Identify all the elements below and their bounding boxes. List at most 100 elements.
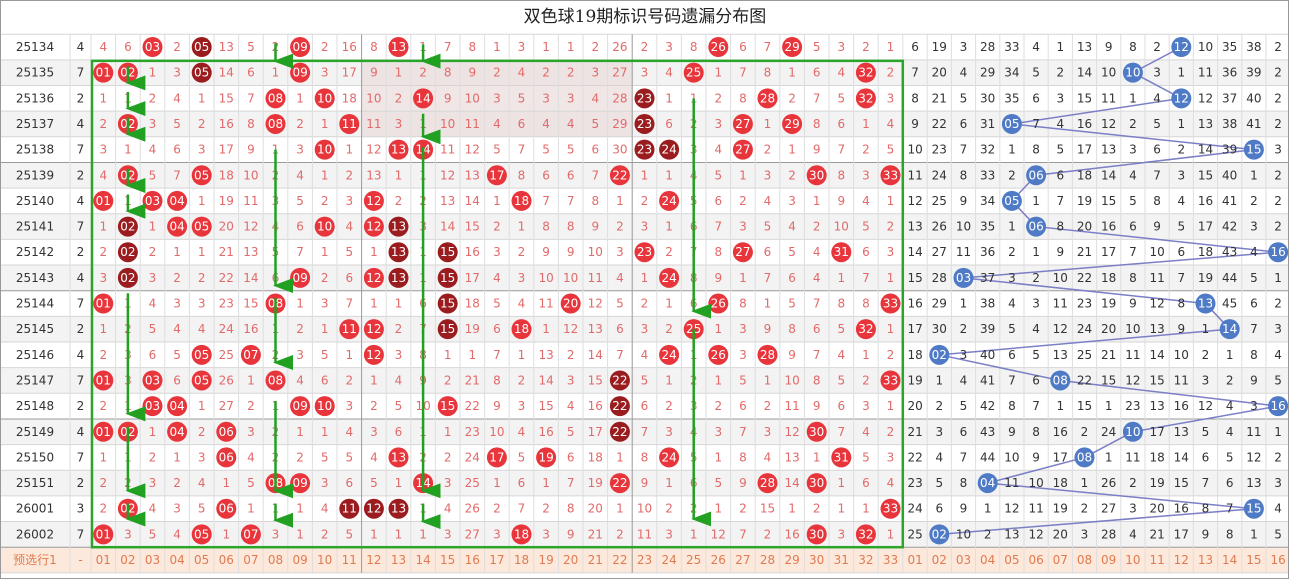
ball-number: 05	[194, 40, 209, 54]
miss-count: 2	[714, 91, 722, 105]
ball	[265, 88, 286, 109]
miss-count: 2	[149, 91, 157, 105]
miss-count: 6	[345, 271, 353, 285]
miss-count: 9	[468, 66, 476, 80]
ball-number: 33	[883, 168, 898, 182]
miss-count: 15	[1077, 399, 1092, 413]
miss-count: 24	[1101, 425, 1116, 439]
ball-number: 26	[711, 348, 726, 362]
miss-count: 2	[1274, 40, 1282, 54]
miss-count: 4	[813, 245, 821, 259]
miss-count: 5	[591, 117, 599, 131]
miss-count: 4	[173, 527, 181, 541]
miss-count: 4	[296, 168, 304, 182]
miss-count: 13	[465, 168, 480, 182]
miss-count: 26	[219, 373, 234, 387]
period: 25149	[16, 425, 54, 439]
miss-count: 3	[714, 117, 722, 131]
miss-count: 1	[1274, 271, 1282, 285]
miss-count: 6	[1177, 245, 1185, 259]
miss-count: 4	[862, 194, 870, 208]
miss-count: 9	[542, 245, 550, 259]
row-bg	[0, 162, 1289, 189]
miss-count: 1	[1105, 450, 1113, 464]
miss-count: 1	[1056, 40, 1064, 54]
miss-count: 11	[366, 117, 381, 131]
miss-count: 2	[395, 322, 403, 336]
miss-count: 3	[247, 425, 255, 439]
ball	[314, 139, 335, 160]
miss-count: 10	[637, 502, 652, 516]
miss-count: 7	[1226, 502, 1234, 516]
miss-count: 5	[567, 425, 575, 439]
row-bg	[0, 290, 1289, 317]
miss-count: 3	[1202, 373, 1210, 387]
miss-count: 4	[813, 271, 821, 285]
ball	[1074, 447, 1095, 468]
miss-count: 1	[690, 527, 698, 541]
miss-count: 13	[1174, 425, 1189, 439]
miss-count: 15	[1149, 373, 1164, 387]
ball	[388, 216, 409, 237]
miss-count: 3	[345, 399, 353, 413]
miss-count: 10	[784, 373, 799, 387]
miss-count: 5	[321, 450, 329, 464]
miss-count: 3	[321, 476, 329, 490]
miss-count: 6	[567, 168, 575, 182]
miss-count: 9	[739, 476, 747, 490]
miss-count: 3	[149, 271, 157, 285]
miss-count: 12	[1101, 117, 1116, 131]
miss-count: 6	[321, 373, 329, 387]
miss-count: 7	[173, 168, 181, 182]
miss-count: 10	[489, 425, 504, 439]
miss-count: 7	[837, 143, 845, 157]
miss-count: 3	[99, 271, 107, 285]
miss-count: 8	[542, 220, 550, 234]
miss-count: 14	[588, 348, 603, 362]
ball	[659, 447, 680, 468]
ball	[290, 37, 311, 58]
miss-count: 2	[665, 322, 673, 336]
miss-count: 15	[219, 91, 234, 105]
miss-count: 6	[567, 450, 575, 464]
miss-count: 7	[862, 271, 870, 285]
miss-count: 6	[641, 399, 649, 413]
miss-count: 1	[714, 66, 722, 80]
ball	[659, 139, 680, 160]
miss-count: 1	[173, 245, 181, 259]
period: 25150	[16, 450, 54, 464]
miss-count: 2	[493, 220, 501, 234]
miss-count: 23	[907, 476, 922, 490]
ball-number: 23	[637, 245, 652, 259]
ball	[363, 216, 384, 237]
tail-digit: 2	[77, 476, 85, 490]
miss-count: 5	[739, 373, 747, 387]
period: 25148	[16, 399, 54, 413]
miss-count: 1	[764, 373, 772, 387]
miss-count: 28	[932, 271, 947, 285]
miss-count: 10	[366, 91, 381, 105]
miss-count: 14	[1101, 168, 1116, 182]
miss-count: 2	[518, 373, 526, 387]
miss-count: 14	[465, 194, 480, 208]
ball	[609, 473, 630, 494]
miss-count: 13	[1101, 143, 1116, 157]
footer-number: 33	[883, 553, 898, 567]
tail-digit: 2	[77, 322, 85, 336]
miss-count: 1	[887, 527, 895, 541]
ball-number: 04	[169, 399, 184, 413]
miss-count: 3	[1129, 143, 1137, 157]
miss-count: 12	[1246, 450, 1261, 464]
ball	[1243, 498, 1264, 519]
shade	[361, 59, 633, 137]
miss-count: 15	[465, 220, 480, 234]
ball-number: 15	[440, 245, 455, 259]
miss-count: 2	[321, 194, 329, 208]
miss-count: 3	[493, 91, 501, 105]
miss-count: 21	[219, 245, 234, 259]
miss-count: 1	[198, 194, 206, 208]
miss-count: 3	[198, 143, 206, 157]
miss-count: 16	[1174, 502, 1189, 516]
miss-count: 13	[1149, 399, 1164, 413]
ball-number: 01	[96, 373, 111, 387]
